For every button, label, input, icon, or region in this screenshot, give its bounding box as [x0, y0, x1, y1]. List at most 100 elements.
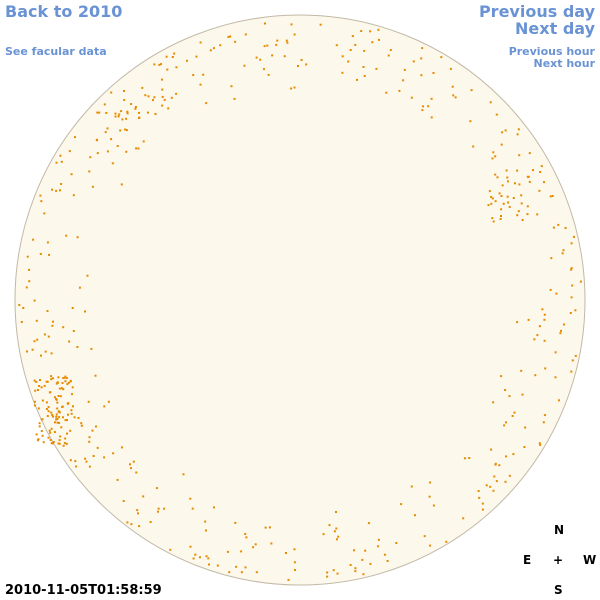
facula-dot [76, 236, 79, 239]
facula-dot [514, 182, 516, 185]
facula-dot [147, 95, 150, 98]
facula-dot [264, 526, 267, 529]
facula-dot [175, 92, 178, 95]
facula-dot [66, 402, 69, 405]
facula-dot [47, 335, 50, 338]
next-day-link[interactable]: Next day [515, 19, 595, 38]
facula-dot [199, 556, 201, 559]
facula-dot [570, 268, 573, 271]
facula-dot [226, 550, 229, 553]
facula-dot [153, 96, 156, 99]
facula-dot [501, 131, 504, 134]
facula-dot [61, 405, 64, 408]
facula-dot [134, 107, 137, 110]
facula-dot [500, 375, 503, 378]
facula-dot [40, 430, 43, 432]
facula-dot [39, 253, 42, 255]
facula-dot [521, 393, 524, 396]
previous-hour-link[interactable]: Previous hour [508, 45, 595, 58]
facula-dot [142, 140, 145, 143]
facula-dot [155, 487, 158, 490]
facula-dot [428, 495, 431, 498]
facula-dot [570, 242, 573, 245]
facula-dot [233, 97, 236, 100]
facula-dot [494, 173, 497, 176]
facula-dot [300, 59, 303, 61]
facula-dot [421, 47, 424, 50]
facula-dot [49, 391, 52, 394]
facula-dot [69, 380, 72, 383]
facula-dot [46, 241, 49, 244]
facula-dot [205, 102, 208, 105]
facula-dot [402, 79, 405, 82]
facula-dot [92, 455, 95, 457]
facula-dot [360, 30, 363, 32]
facula-dot [527, 318, 530, 321]
facula-dot [508, 395, 511, 398]
facula-dot [72, 194, 75, 197]
facula-dot [44, 350, 47, 353]
facula-dot [234, 40, 237, 43]
facula-dot [36, 338, 39, 341]
facula-dot [377, 28, 380, 31]
facula-dot [70, 173, 73, 176]
facula-dot [513, 411, 516, 414]
facula-dot [163, 98, 166, 101]
facula-dot [35, 319, 38, 322]
facula-dot [75, 465, 78, 468]
facula-dot [454, 96, 457, 99]
facula-dot [169, 548, 172, 551]
facula-dot [59, 189, 61, 192]
facula-dot [123, 99, 126, 101]
facula-dot [74, 460, 77, 463]
facula-dot [255, 571, 258, 574]
facula-dot [536, 334, 539, 337]
back-link[interactable]: Back to 2010 [5, 2, 123, 21]
facula-dot [269, 526, 271, 529]
facula-dot [543, 414, 546, 417]
facula-dot [112, 452, 115, 455]
facula-dot [123, 90, 125, 92]
facula-dot [95, 425, 97, 428]
facula-dot [62, 326, 65, 329]
facula-dot [569, 312, 572, 314]
facula-dot [432, 504, 435, 507]
next-hour-link[interactable]: Next hour [533, 57, 596, 70]
facula-dot [50, 427, 53, 430]
facula-dot [375, 67, 378, 70]
facula-dot [194, 553, 197, 556]
facula-dot [135, 147, 138, 150]
facula-dot [552, 226, 555, 229]
facula-dot [528, 180, 531, 183]
facula-dot [40, 200, 43, 203]
facula-dot [558, 399, 560, 402]
facula-dot [356, 78, 358, 81]
facula-dot [523, 446, 526, 448]
facula-dot [56, 381, 59, 384]
facula-dot [89, 156, 92, 159]
facula-dot [55, 189, 58, 192]
facula-dot [423, 535, 426, 538]
facula-dot [55, 382, 58, 385]
facula-dot [283, 55, 286, 58]
facula-dot [481, 508, 484, 511]
previous-day-link[interactable]: Previous day [478, 2, 595, 21]
facula-dot [445, 540, 448, 543]
facula-dot [125, 117, 128, 120]
facula-dot [41, 399, 44, 402]
facula-dot [491, 197, 494, 200]
facula-dot [554, 376, 557, 379]
facula-dot [69, 459, 72, 462]
facula-dot [130, 103, 133, 105]
facula-dot [349, 49, 352, 51]
facula-dot [55, 418, 58, 421]
facular-link[interactable]: See facular data [5, 45, 107, 58]
facula-dot [49, 431, 52, 434]
facula-dot [504, 129, 507, 132]
facula-dot [175, 66, 178, 69]
facula-dot [403, 68, 406, 71]
facula-dot [571, 359, 574, 362]
facula-dot [495, 113, 498, 116]
facula-dot [199, 41, 202, 44]
facula-dot [209, 49, 212, 52]
